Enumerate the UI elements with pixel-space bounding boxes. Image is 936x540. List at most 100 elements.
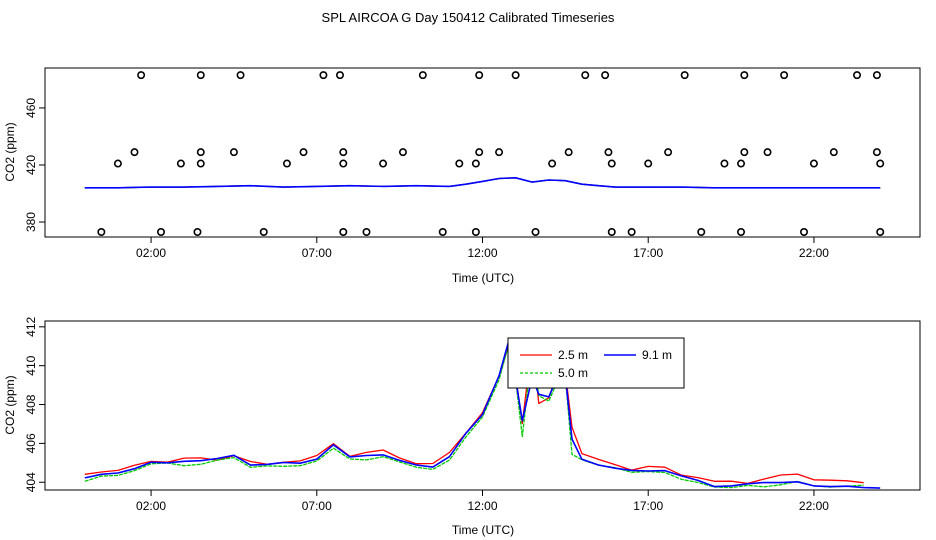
y-tick-label: 406 [24,433,38,453]
flag-point [398,148,407,157]
flag-point [872,71,881,80]
y-axis-label-top: CO2 (ppm) [3,122,17,181]
flag-point [97,228,106,237]
flag-point [229,148,238,157]
y-axis-label-bottom: CO2 (ppm) [3,375,17,434]
flag-point [196,71,205,80]
flag-point [564,148,573,157]
series-line-5-0-m [84,342,864,489]
flag-point [780,71,789,80]
x-tick-label: 22:00 [799,246,829,260]
flag-point [740,148,749,157]
y-tick-label: 460 [24,98,38,118]
x-axis-label-top: Time (UTC) [452,271,514,285]
flag-point [697,228,706,237]
flag-point [339,159,348,168]
x-tick-label: 17:00 [633,499,663,513]
y-axis-top: 380 420 460 [24,98,45,232]
x-tick-label: 02:00 [136,246,166,260]
flag-point [740,71,749,80]
flag-point [193,228,202,237]
flag-point [438,228,447,237]
flag-point [157,228,166,237]
x-tick-label: 12:00 [467,246,497,260]
flag-point [495,148,504,157]
chart-title: SPL AIRCOA G Day 150412 Calibrated Times… [322,10,615,25]
flag-point [799,228,808,237]
flag-point [335,71,344,80]
y-tick-label: 420 [24,155,38,175]
flag-point [196,159,205,168]
flag-point [604,148,613,157]
x-tick-label: 22:00 [799,499,829,513]
flag-point [644,159,653,168]
flag-point [853,71,862,80]
x-axis-label-bottom: Time (UTC) [452,523,514,537]
plot-frame-bottom [44,320,921,491]
flag-point [720,159,729,168]
y-tick-label: 404 [24,472,38,492]
x-axis-bottom: 02:00 07:00 12:00 17:00 22:00 [136,490,829,513]
flag-point [362,228,371,237]
panel-top: 02:00 07:00 12:00 17:00 22:00 380 420 460 Time… [3,67,921,285]
flag-point [737,159,746,168]
flag-point [829,148,838,157]
x-tick-label: 17:00 [633,246,663,260]
flag-point [511,71,520,80]
x-axis-top: 02:00 07:00 12:00 17:00 22:00 [136,237,829,260]
legend-label-9-1m: 9.1 m [642,348,672,362]
legend: 2.5 m 5.0 m 9.1 m [507,337,685,389]
flag-point [763,148,772,157]
legend-label-2-5m: 2.5 m [558,348,588,362]
flag-point [581,71,590,80]
flag-point [339,148,348,157]
flag-point [680,71,689,80]
flag-point [471,159,480,168]
x-tick-label: 12:00 [467,499,497,513]
flag-point [607,228,616,237]
legend-box [507,337,685,389]
panel-bottom: 02:00 07:00 12:00 17:00 22:00 404 406 408 410 41… [3,316,921,537]
flag-point [176,159,185,168]
series-group-top [84,177,881,189]
flag-point [548,159,557,168]
flag-point [475,71,484,80]
y-tick-label: 412 [24,316,38,336]
x-tick-label: 02:00 [136,499,166,513]
flag-point [299,148,308,157]
x-tick-label: 07:00 [302,499,332,513]
flag-points-group [97,71,885,237]
flag-point [872,148,881,157]
flag-point [607,159,616,168]
flag-point [137,71,146,80]
flag-point [259,228,268,237]
y-axis-bottom: 404 406 408 410 412 [24,316,45,492]
series-line-2-5-m [84,340,864,485]
flag-point [379,159,388,168]
flag-point [282,159,291,168]
flag-point [455,159,464,168]
series-line-9-1-m [84,339,881,489]
flag-point [809,159,818,168]
y-tick-label: 410 [24,355,38,375]
x-tick-label: 07:00 [302,246,332,260]
flag-point [475,148,484,157]
flag-point [876,228,885,237]
flag-point [319,71,328,80]
flag-point [737,228,746,237]
flag-point [196,148,205,157]
flag-point [471,228,480,237]
flag-point [236,71,245,80]
flag-point [601,71,610,80]
flag-point [876,159,885,168]
series-group-bottom [84,339,881,489]
flag-point [339,228,348,237]
y-tick-label: 408 [24,394,38,414]
flag-point [664,148,673,157]
series-line-9-1-m [84,177,881,189]
flag-point [418,71,427,80]
flag-point [531,228,540,237]
flag-point [627,228,636,237]
flag-point [130,148,139,157]
